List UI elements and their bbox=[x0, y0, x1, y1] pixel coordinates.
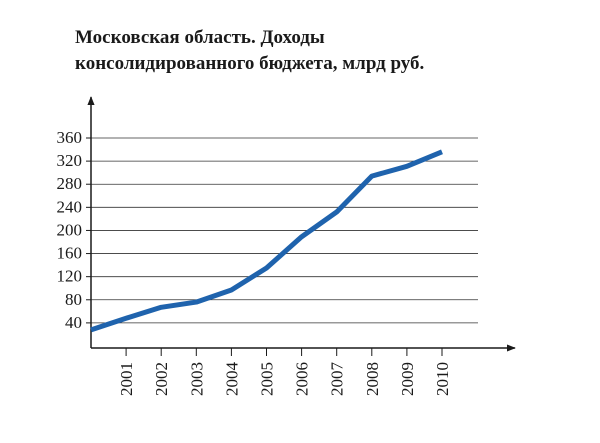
y-tick-label: 40 bbox=[65, 313, 82, 332]
y-tick-label: 80 bbox=[65, 290, 82, 309]
x-tick-label: 2009 bbox=[398, 362, 417, 396]
x-tick-label: 2002 bbox=[152, 362, 171, 396]
y-tick-label: 120 bbox=[57, 267, 83, 286]
x-tick-label: 2010 bbox=[433, 362, 452, 396]
y-tick-label: 160 bbox=[57, 244, 83, 263]
y-tick-label: 240 bbox=[57, 197, 83, 216]
x-tick-label: 2008 bbox=[363, 362, 382, 396]
y-tick-label: 200 bbox=[57, 220, 83, 239]
chart-title: Московская область. Доходы bbox=[75, 27, 325, 48]
x-tick-label: 2007 bbox=[328, 362, 347, 397]
line bbox=[90, 149, 443, 333]
x-tick-label: 2006 bbox=[293, 362, 312, 396]
y-tick-label: 280 bbox=[57, 174, 83, 193]
chart-title: консолидированного бюджета, млрд руб. bbox=[75, 53, 424, 74]
x-tick-label: 2001 bbox=[117, 362, 136, 396]
y-tick-label: 320 bbox=[57, 151, 83, 170]
x-tick-label: 2005 bbox=[258, 362, 277, 396]
y-tick-label: 360 bbox=[57, 128, 83, 147]
x-tick-label: 2004 bbox=[222, 362, 241, 397]
x-tick-label: 2003 bbox=[187, 362, 206, 396]
